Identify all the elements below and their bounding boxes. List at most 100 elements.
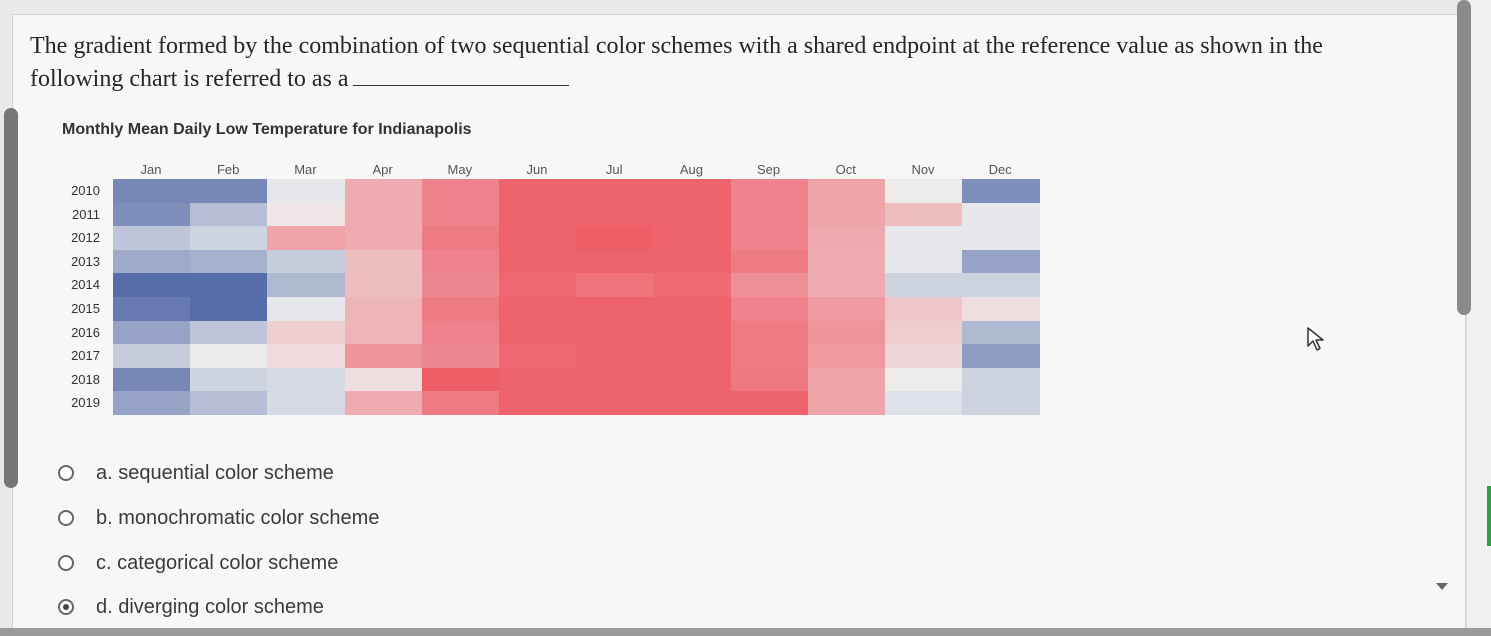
year-label-2016: 2016 <box>71 324 100 340</box>
heatmap-cell <box>499 391 577 416</box>
heatmap-cell <box>344 391 423 416</box>
heatmap-cell <box>730 344 809 369</box>
heatmap-cell <box>730 320 809 345</box>
month-label-may: May <box>447 162 473 177</box>
heatmap-cell <box>113 202 191 227</box>
heatmap-cell <box>421 202 500 227</box>
radio-button-c[interactable] <box>58 555 74 571</box>
heatmap-cell <box>113 179 191 204</box>
question-prompt: The gradient formed by the combination o… <box>30 33 1323 92</box>
heatmap-cell <box>267 202 346 227</box>
month-label-jan: Jan <box>140 162 162 177</box>
month-label-jun: Jun <box>526 162 548 177</box>
heatmap-cell <box>267 226 346 251</box>
option-a[interactable]: a. sequential color scheme <box>58 460 334 486</box>
year-label-2019: 2019 <box>71 395 100 411</box>
year-label-2015: 2015 <box>71 301 100 316</box>
heatmap-cell <box>576 320 654 345</box>
heatmap-cell <box>962 202 1040 227</box>
heatmap-cell <box>113 297 191 322</box>
heatmap-cell <box>885 391 963 416</box>
heatmap-cell <box>962 249 1040 274</box>
heatmap-cell <box>653 297 732 322</box>
heatmap-cell <box>653 226 732 251</box>
chevron-down-icon[interactable] <box>1436 583 1448 590</box>
heatmap-cell <box>962 179 1040 204</box>
heatmap-cell <box>885 297 963 322</box>
radio-button-d[interactable] <box>58 599 74 615</box>
heatmap-cell <box>499 179 577 204</box>
right-scrollbar-thumb[interactable] <box>1457 0 1471 315</box>
heatmap-cell <box>576 367 654 392</box>
heatmap-cell <box>885 367 963 392</box>
heatmap-cell <box>421 297 500 322</box>
option-b[interactable]: b. monochromatic color scheme <box>58 505 379 531</box>
heatmap-cell <box>113 273 191 298</box>
heatmap-cell <box>653 320 732 345</box>
heatmap-cell <box>962 273 1040 298</box>
heatmap-cell <box>576 273 654 298</box>
heatmap-cell <box>499 273 577 298</box>
heatmap-cell <box>962 320 1040 345</box>
heatmap-cell <box>267 297 346 322</box>
radio-button-b[interactable] <box>58 510 74 526</box>
heatmap-cell <box>267 179 346 204</box>
heatmap-cell <box>344 179 423 204</box>
answer-blank <box>352 63 569 86</box>
heatmap-cell <box>885 179 963 204</box>
option-c-label: c. categorical color scheme <box>96 551 339 574</box>
option-d[interactable]: d. diverging color scheme <box>58 594 324 620</box>
heatmap-cell <box>190 249 268 274</box>
bottom-taskbar-edge <box>0 628 1491 636</box>
heatmap-cell <box>807 320 886 345</box>
heatmap-cell <box>499 320 577 345</box>
heatmap-cell <box>344 320 423 345</box>
heatmap-cell <box>113 320 191 345</box>
heatmap-cell <box>807 249 886 274</box>
heatmap-cell <box>421 226 500 251</box>
heatmap-cell <box>499 367 577 392</box>
heatmap-cell <box>730 297 809 322</box>
heatmap-cell <box>807 202 886 227</box>
heatmap-cell <box>962 367 1040 392</box>
heatmap-cell <box>421 344 500 369</box>
heatmap-cell <box>576 391 654 416</box>
year-label-2013: 2013 <box>71 253 100 269</box>
option-c[interactable]: c. categorical color scheme <box>58 550 338 576</box>
heatmap-cell <box>190 391 268 416</box>
heatmap-cell <box>885 226 963 251</box>
heatmap-cell <box>344 297 423 322</box>
left-scrollbar[interactable] <box>4 108 18 488</box>
heatmap-cell <box>421 391 500 416</box>
heatmap-cell <box>421 249 500 274</box>
heatmap-cell <box>267 367 346 392</box>
heatmap-cell <box>653 344 732 369</box>
heatmap-cell <box>576 202 654 227</box>
heatmap-cell <box>190 226 268 251</box>
heatmap-cell <box>344 273 423 298</box>
heatmap-cell <box>962 391 1040 416</box>
heatmap-cell <box>344 367 423 392</box>
heatmap-cell <box>730 179 809 204</box>
radio-button-a[interactable] <box>58 465 74 481</box>
heatmap-cell <box>576 249 654 274</box>
heatmap-cell <box>885 344 963 369</box>
month-label-nov: Nov <box>911 162 935 177</box>
month-label-aug: Aug <box>679 162 703 177</box>
heatmap-cell <box>730 226 809 251</box>
option-a-label: a. sequential color scheme <box>96 461 334 484</box>
heatmap-cell <box>730 391 809 416</box>
year-label-2017: 2017 <box>71 348 100 364</box>
heatmap-cell <box>190 202 268 227</box>
heatmap-cell <box>267 344 346 369</box>
heatmap-cell <box>421 367 500 392</box>
heatmap-cell <box>190 367 268 392</box>
heatmap-cell <box>190 273 268 298</box>
heatmap-cell <box>113 226 191 251</box>
heatmap-cell <box>885 320 963 345</box>
heatmap-cell <box>653 391 732 416</box>
heatmap-cell <box>962 344 1040 369</box>
heatmap-cell <box>113 391 191 416</box>
heatmap-cell <box>653 249 732 274</box>
heatmap-cell <box>190 179 268 204</box>
